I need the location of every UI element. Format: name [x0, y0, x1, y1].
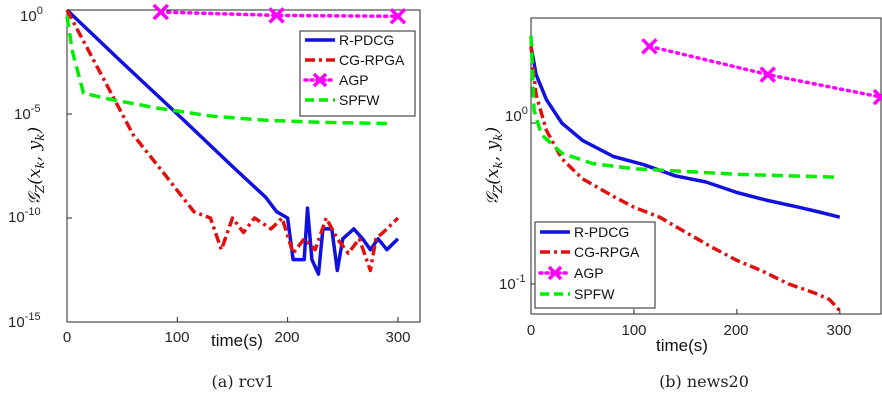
xtick-label-rcv1-2: 200 [274, 329, 299, 346]
caption-rcv1: (a) rcv1 [212, 372, 275, 391]
series-marker-news20-agp-0 [641, 38, 658, 55]
legend-label-rcv1-spfw: SPFW [339, 92, 380, 108]
xtick-label-rcv1-0: 0 [63, 329, 71, 346]
series-group-rcv1 [65, 3, 407, 276]
series-line-rcv1-agp [159, 10, 400, 19]
legend-marker-news20-agp [547, 265, 563, 281]
ytick-label-rcv1-0: 100 [20, 5, 43, 25]
series-line-rcv1-spfw [65, 16, 387, 126]
xtick-label-news20-1: 100 [621, 322, 646, 339]
legend-box-rcv1 [299, 30, 416, 117]
xaxis-title-news20: time(s) [656, 336, 708, 355]
xaxis-title-rcv1: time(s) [211, 331, 263, 350]
yaxis-title-news20: 𝒢Z(xk, yk) [483, 127, 505, 205]
ticks-rcv1 [66, 9, 399, 323]
series-marker-news20-agp-2 [872, 88, 882, 106]
series-marker-news20-agp-1 [759, 66, 777, 83]
yaxis-title-rcv1: 𝒢Z(xk, yk) [25, 127, 47, 205]
xtick-label-news20-2: 200 [723, 322, 748, 339]
legend-marker-rcv1-agp [312, 72, 328, 88]
xtick-label-news20-3: 300 [826, 322, 851, 339]
caption-news20: (b) news20 [659, 372, 749, 391]
xtick-label-news20-0: 0 [527, 322, 535, 339]
panel-news20: 100 10-1 0 100 200 300 time(s) 𝒢Z(xk, yk… [483, 17, 882, 391]
series-marker-rcv1-agp-1 [268, 7, 285, 24]
ytick-label-rcv1-3: 10-15 [8, 311, 41, 331]
legend-label-news20-rpdcg: R-PDCG [574, 224, 629, 240]
legend-label-rcv1-cgrpga: CG-RPGA [339, 52, 405, 68]
legend-rcv1: R-PDCG CG-RPGA AGP SPFW [299, 30, 416, 117]
series-line-rcv1-rpdcg [65, 8, 400, 276]
legend-label-rcv1-rpdcg: R-PDCG [339, 32, 394, 48]
legend-label-rcv1-agp: AGP [339, 72, 369, 88]
ytick-label-rcv1-1: 10-5 [14, 103, 40, 123]
panel-rcv1: 100 10-5 10-10 10-15 0 100 200 300 time(… [8, 3, 421, 391]
series-line-news20-spfw [529, 35, 840, 180]
series-marker-rcv1-agp-2 [389, 8, 407, 25]
series-line-rcv1-cgrpga [65, 9, 400, 273]
legend-news20: R-PDCG CG-RPGA AGP SPFW [534, 221, 656, 309]
legend-label-news20-cgrpga: CG-RPGA [574, 244, 640, 260]
xtick-label-rcv1-1: 100 [164, 329, 189, 346]
xtick-label-rcv1-3: 300 [385, 329, 410, 346]
series-group-news20 [529, 35, 882, 312]
ytick-label-news20-0: 100 [505, 105, 528, 125]
ytick-label-news20-1: 10-1 [499, 273, 525, 293]
series-marker-rcv1-agp-0 [152, 3, 170, 21]
legend-label-news20-agp: AGP [574, 265, 604, 281]
ytick-label-rcv1-2: 10-10 [8, 206, 41, 226]
legend-label-news20-spfw: SPFW [574, 286, 615, 302]
